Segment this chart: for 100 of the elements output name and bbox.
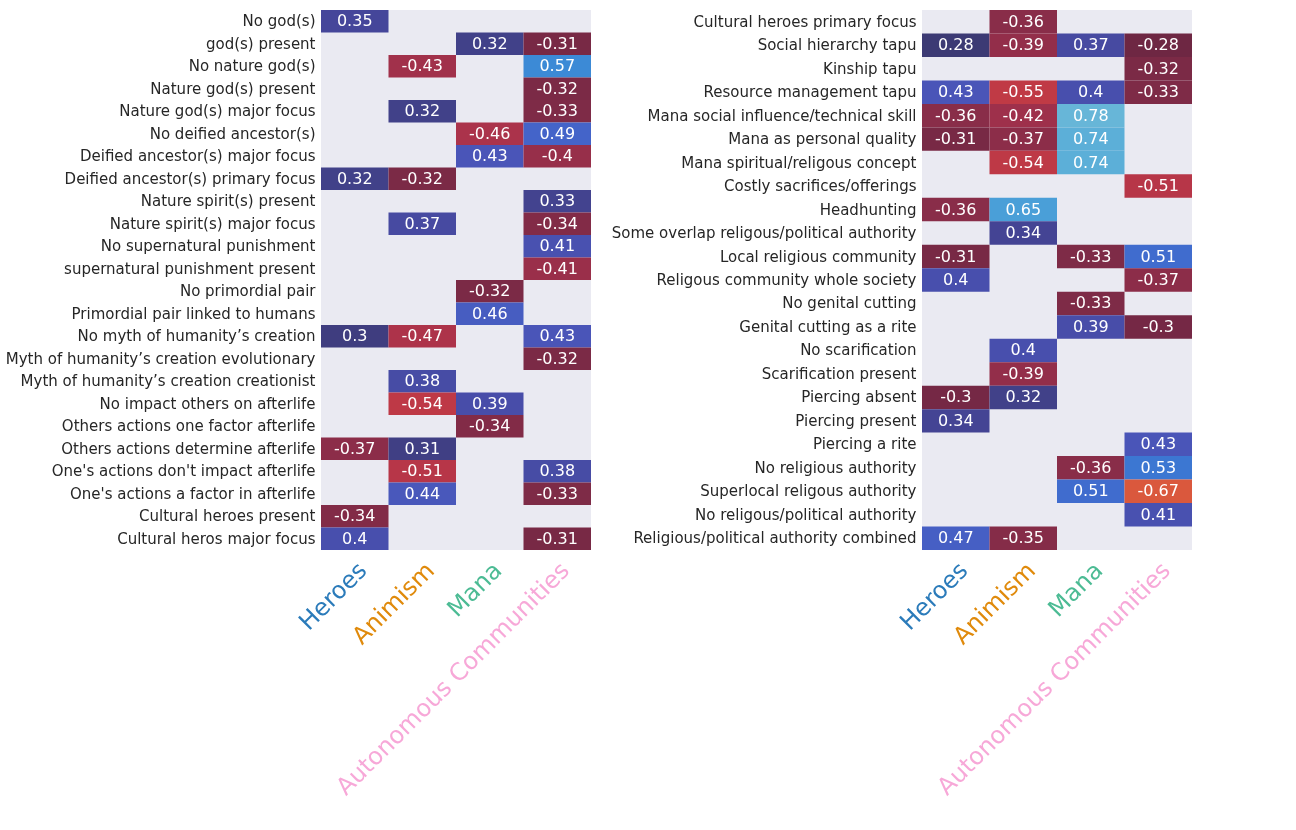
data-label: -0.67	[1137, 481, 1179, 501]
data-label: 0.74	[1072, 129, 1109, 149]
data-label: 0.4	[1010, 340, 1036, 360]
data-label: 0.3	[342, 326, 368, 346]
y-tick-label: No god(s)	[242, 12, 316, 31]
data-label: -0.32	[401, 168, 443, 188]
y-tick-label: No primordial pair	[179, 282, 317, 301]
y-tick-label: Others actions one factor afterlife	[61, 417, 316, 436]
y-tick-label: No scarification	[800, 341, 917, 360]
data-label: -0.34	[536, 213, 578, 233]
data-label: 0.4	[342, 528, 368, 548]
data-label: -0.33	[536, 483, 578, 503]
data-label: 0.32	[471, 33, 508, 53]
data-label: 0.51	[1072, 481, 1109, 501]
data-label: 0.35	[336, 11, 373, 31]
y-tick-label: No nature god(s)	[188, 57, 316, 76]
data-label: -0.34	[469, 416, 511, 436]
data-label: 0.32	[404, 101, 441, 121]
y-tick-label: No religous/political authority	[695, 505, 917, 524]
data-label: 0.31	[404, 438, 441, 458]
y-tick-label: No impact others on afterlife	[99, 394, 316, 413]
y-tick-label: Primordial pair linked to humans	[71, 304, 316, 323]
y-tick-label: Piercing a rite	[812, 435, 917, 454]
data-label: -0.33	[1070, 246, 1112, 266]
y-tick-label: supernatural punishment present	[64, 259, 316, 278]
data-label: -0.4	[541, 146, 573, 166]
y-tick-label: Scarification present	[761, 364, 917, 383]
data-label: 0.38	[539, 461, 576, 481]
data-label: 0.46	[471, 303, 508, 323]
data-label: 0.34	[937, 410, 974, 430]
y-tick-label: No deified ancestor(s)	[149, 124, 316, 143]
data-label: -0.33	[536, 101, 578, 121]
data-label: -0.32	[536, 348, 578, 368]
data-label: -0.51	[401, 461, 443, 481]
data-label: 0.41	[539, 236, 576, 256]
y-tick-label: Piercing present	[795, 411, 917, 430]
y-tick-label: Myth of humanity’s creation evolutionary	[5, 349, 316, 368]
y-tick-label: No genital cutting	[782, 294, 917, 313]
data-label: 0.41	[1140, 504, 1177, 524]
y-tick-label: Mana spiritual/religous concept	[681, 153, 917, 172]
data-label: 0.32	[336, 168, 373, 188]
y-tick-label: Superlocal religous authority	[700, 482, 917, 501]
data-label: -0.36	[935, 105, 977, 125]
data-label: 0.28	[937, 35, 974, 55]
data-label: -0.31	[935, 246, 977, 266]
data-label: 0.43	[1140, 434, 1177, 454]
y-tick-label: Some overlap religous/political authority	[611, 224, 917, 243]
data-label: -0.36	[1002, 11, 1044, 31]
data-label: -0.41	[536, 258, 578, 278]
data-label: 0.43	[539, 326, 576, 346]
y-tick-label: god(s) present	[205, 34, 316, 53]
data-label: -0.31	[935, 129, 977, 149]
data-label: -0.3	[940, 387, 972, 407]
y-tick-label: Deified ancestor(s) primary focus	[64, 169, 316, 188]
data-label: -0.37	[1137, 270, 1179, 289]
data-label: 0.44	[404, 483, 441, 503]
y-tick-label: Kinship tapu	[823, 59, 917, 78]
y-tick-label: No myth of humanity’s creation	[77, 327, 316, 346]
data-label: -0.42	[1002, 105, 1044, 125]
data-label: -0.43	[401, 56, 443, 76]
data-label: -0.39	[1002, 363, 1044, 383]
data-label: 0.74	[1072, 152, 1109, 172]
data-label: 0.4	[943, 270, 969, 289]
data-label: 0.53	[1140, 457, 1177, 477]
y-tick-label: Piercing absent	[801, 388, 917, 407]
y-tick-label: Mana social influence/technical skill	[647, 106, 917, 125]
data-label: -0.47	[401, 326, 443, 346]
data-label: 0.65	[1005, 199, 1042, 219]
data-label: -0.51	[1137, 176, 1179, 196]
data-label: 0.37	[1072, 35, 1109, 55]
y-tick-label: Mana as personal quality	[728, 130, 917, 149]
y-tick-label: Religous community whole society	[656, 271, 917, 289]
data-label: -0.33	[1137, 82, 1179, 102]
data-label: 0.43	[471, 146, 508, 166]
data-label: -0.39	[1002, 35, 1044, 55]
data-label: -0.55	[1002, 82, 1044, 102]
data-label: 0.49	[539, 123, 576, 143]
data-label: 0.39	[1072, 316, 1109, 336]
data-label: 0.33	[539, 191, 576, 211]
data-label: -0.28	[1137, 35, 1179, 55]
data-label: -0.54	[1002, 152, 1044, 172]
y-tick-label: Headhunting	[819, 200, 917, 219]
data-label: -0.46	[469, 123, 511, 143]
y-tick-label: One's actions a factor in afterlife	[70, 484, 316, 503]
y-tick-label: No religious authority	[754, 458, 917, 477]
y-tick-label: Nature god(s) present	[150, 79, 316, 98]
data-label: -0.32	[469, 281, 511, 301]
y-tick-label: Social hierarchy tapu	[757, 36, 917, 55]
data-label: -0.37	[1002, 129, 1044, 149]
y-tick-label: Cultural heros major focus	[117, 529, 316, 548]
data-label: 0.34	[1005, 223, 1042, 243]
y-tick-label: Myth of humanity’s creation creationist	[20, 372, 316, 391]
data-label: -0.37	[334, 438, 376, 458]
data-label: 0.38	[404, 371, 441, 391]
data-label: 0.51	[1140, 246, 1177, 266]
data-label: 0.37	[404, 213, 441, 233]
y-tick-label: Cultural heroes present	[139, 507, 316, 526]
data-label: 0.32	[1005, 387, 1042, 407]
data-label: -0.3	[1142, 316, 1174, 336]
data-label: 0.47	[937, 528, 974, 548]
